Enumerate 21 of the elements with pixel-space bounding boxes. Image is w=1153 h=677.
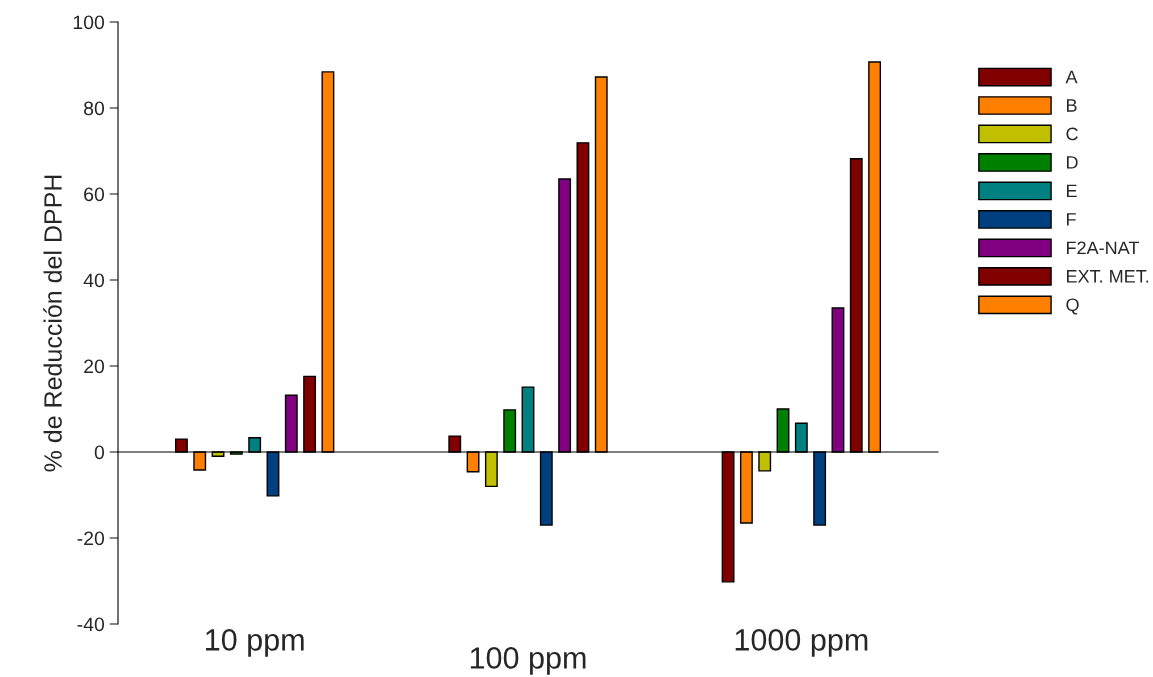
x-tick-label: 100 ppm xyxy=(470,647,586,675)
y-tick-label: -40 xyxy=(77,617,105,632)
y-axis-title: % de Reducción del DPPH xyxy=(43,175,62,472)
x-tick-label: 10 ppm xyxy=(206,629,304,657)
y-tick-label: 60 xyxy=(84,187,105,202)
x-tick-label: 1000 ppm xyxy=(735,629,868,657)
y-tick-label: 40 xyxy=(83,273,105,288)
legend-label: B xyxy=(1067,99,1077,112)
legend-label: F xyxy=(1067,213,1076,226)
y-tick-label: 80 xyxy=(84,101,105,116)
legend-label: A xyxy=(1065,70,1078,84)
legend-label: E xyxy=(1067,184,1077,198)
y-tick-label: -20 xyxy=(77,531,105,546)
y-tick-label: 20 xyxy=(84,359,105,374)
legend-label: C xyxy=(1066,127,1078,141)
legend-label: Q xyxy=(1066,298,1079,315)
y-tick-label: 100 xyxy=(73,15,105,30)
y-tick-label: 0 xyxy=(94,445,105,460)
legend-label: EXT. MET. xyxy=(1067,270,1149,283)
legend-label: F2A-NAT xyxy=(1067,241,1140,255)
legend-label: D xyxy=(1067,156,1078,169)
